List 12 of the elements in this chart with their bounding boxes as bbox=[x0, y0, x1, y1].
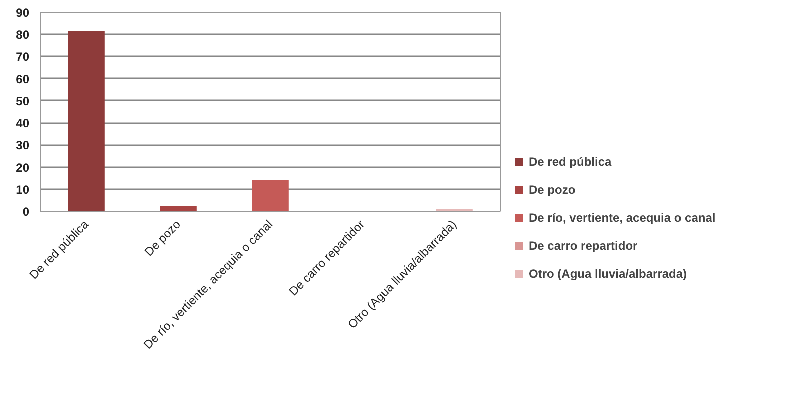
y-tick-label: 40 bbox=[16, 116, 30, 131]
y-tick-label: 30 bbox=[16, 138, 30, 153]
y-tick-label: 0 bbox=[22, 205, 30, 219]
y-tick-label: 90 bbox=[16, 6, 30, 20]
y-tick-label: 80 bbox=[16, 28, 30, 42]
legend-label: De red pública bbox=[529, 155, 613, 169]
legend-label: De pozo bbox=[529, 183, 577, 197]
y-tick-label: 20 bbox=[16, 160, 30, 175]
y-tick-label: 50 bbox=[16, 94, 30, 108]
y-tick-label: 70 bbox=[16, 50, 30, 64]
y-tick-label: 60 bbox=[16, 72, 30, 86]
y-tick-label: 10 bbox=[16, 182, 30, 197]
